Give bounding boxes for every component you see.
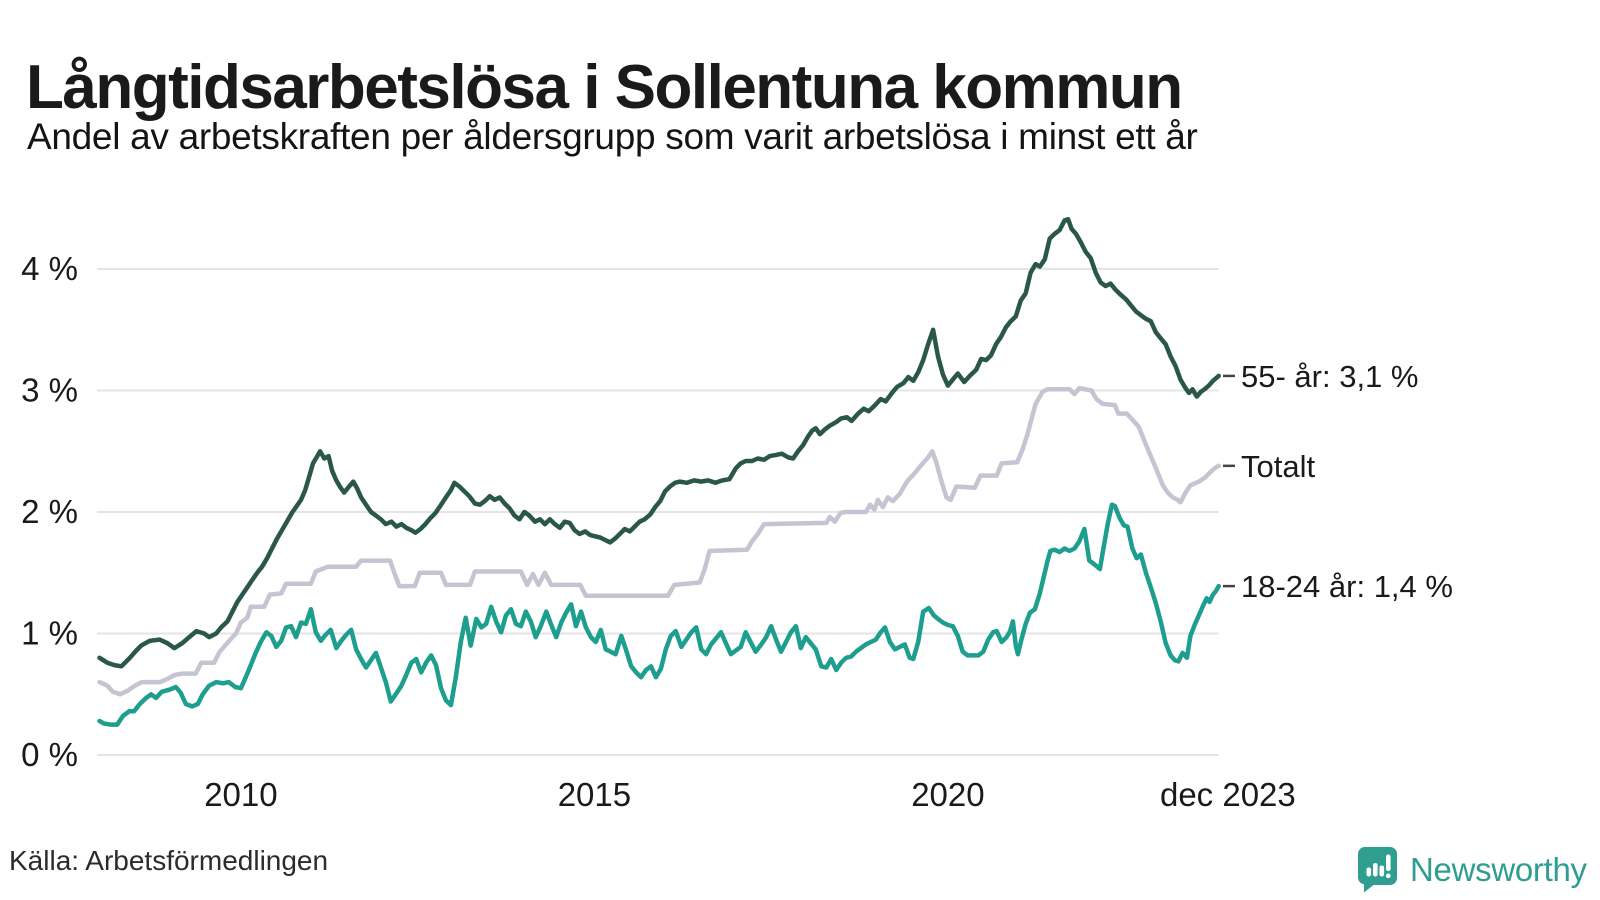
unemployment-line-chart: 0 % 1 % 2 % 3 % 4 % 2010 2015 2020 dec 2023 Total… [21,216,1453,813]
x-axis-tick-label: 2010 [204,776,277,813]
y-axis-tick-label: 0 % [21,736,78,773]
series-end-label-18-24 år: 18-24 år: 1,4 % [1241,569,1453,604]
series-end-label-Totalt: Totalt [1241,449,1315,484]
y-axis-tick-label: 2 % [21,493,78,530]
source-note: Källa: Arbetsförmedlingen [9,845,329,876]
y-axis-tick-label: 1 % [21,615,78,652]
y-axis-tick-label: 3 % [21,372,78,409]
page-subtitle: Andel av arbetskraften per åldersgrupp s… [27,116,1198,157]
series-end-label-55- år: 55- år: 3,1 % [1241,359,1418,394]
newsworthy-wordmark: Newsworthy [1410,850,1587,888]
newsworthy-logo-icon [1357,846,1398,893]
series-line-55- år [97,216,1221,669]
y-axis-tick-label: 4 % [21,250,78,287]
x-axis-tick-label: dec 2023 [1160,776,1296,813]
series-line-18-24 år [97,502,1221,727]
series-line-Totalt [97,385,1221,697]
x-axis-tick-label: 2015 [558,776,631,813]
page-title: Långtidsarbetslösa i Sollentuna kommun [26,52,1183,122]
x-axis-tick-label: 2020 [911,776,984,813]
newsworthy-brand[interactable]: Newsworthy [1357,846,1587,893]
